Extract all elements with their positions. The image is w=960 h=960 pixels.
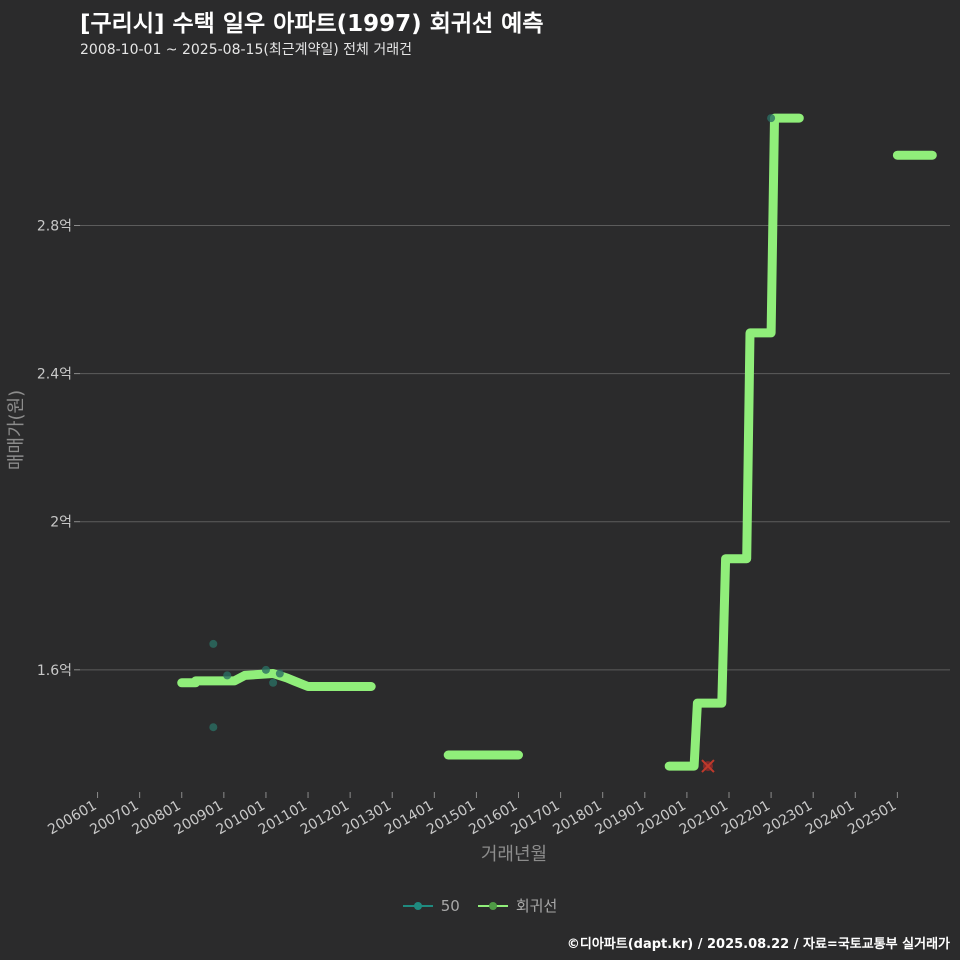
legend-label-regression: 회귀선 [515,897,558,915]
regression-series [177,113,937,771]
x-axis-label: 거래년월 [481,844,547,865]
legend-item-50[interactable]: 50 [402,895,460,916]
legend-item-regression[interactable]: 회귀선 [477,895,558,916]
data-point [261,665,270,674]
y-tick-label: 2.8억 [37,219,72,235]
chart-subtitle: 2008-10-01 ~ 2025-08-15(최근계약일) 전체 거래건 [80,42,412,58]
y-tick-label: 2.4억 [37,367,72,383]
grid-lines [80,225,950,671]
legend: 50 회귀선 [0,895,960,916]
data-point [209,723,218,732]
footer-credit: ©디아파트(dapt.kr) / 2025.08.22 / 자료=국토교통부 실… [566,937,950,952]
legend-key-regression [477,896,508,916]
regression-line-segment [664,113,804,771]
data-point [209,639,218,648]
chart-title: [구리시] 수택 일우 아파트(1997) 회귀선 예측 [80,11,544,37]
y-tick-label: 2억 [50,515,72,531]
scatter-series [209,114,776,732]
regression-line-segment [177,669,376,691]
data-point [269,678,278,687]
legend-label-50: 50 [440,896,460,915]
legend-dot [413,901,422,910]
x-tick-label: 202501 [845,798,899,839]
legend-key-50 [402,896,433,916]
data-point [275,669,284,678]
legend-dot [488,901,497,910]
y-axis-ticks: 1.6억 2억 2.4억 2.8억 [37,219,80,679]
data-point [223,671,232,680]
data-point [767,114,776,123]
y-tick-label: 1.6억 [37,663,72,679]
latest-trade-x-icon [701,759,715,773]
latest-marker-layer [701,759,715,773]
x-axis-ticks: 2006012007012008012009012010012011012012… [45,792,899,838]
y-axis-label: 매매가(원) [6,390,27,470]
